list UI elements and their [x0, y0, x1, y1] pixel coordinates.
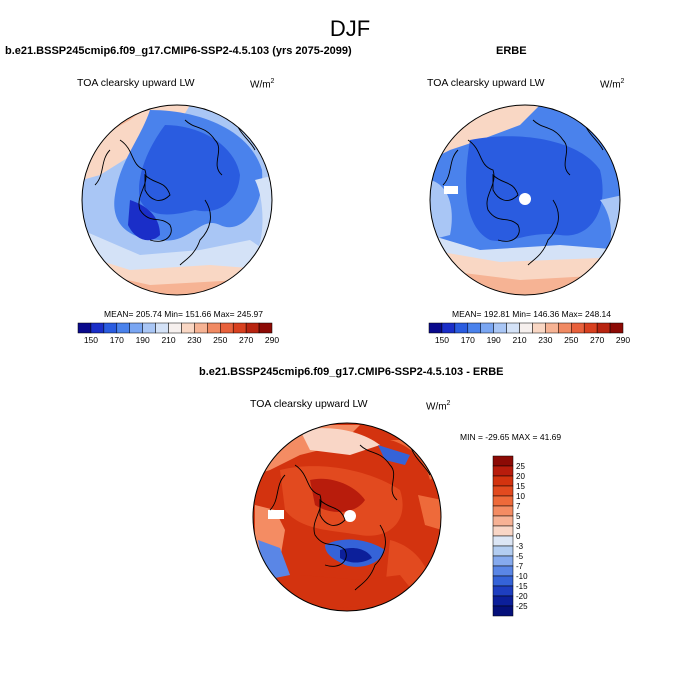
- colorbar-swatch: [428, 322, 443, 334]
- colorbar-tick-label: -5: [516, 552, 524, 561]
- colorbar-swatch: [493, 322, 507, 334]
- obs-stats: MEAN= 192.81 Min= 146.36 Max= 248.14: [452, 309, 612, 319]
- colorbar-swatch: [492, 475, 514, 487]
- colorbar-swatch: [77, 322, 92, 334]
- diff-panel-title: b.e21.BSSP245cmip6.f09_g17.CMIP6-SSP2-4.…: [199, 366, 504, 378]
- colorbar-tick-label: -7: [516, 562, 524, 571]
- colorbar-tick-label: 15: [516, 482, 525, 491]
- colorbar-swatch: [583, 322, 598, 334]
- colorbar-swatch: [596, 322, 611, 334]
- colorbar-swatch: [492, 515, 514, 527]
- colorbar-tick-label: 190: [136, 335, 150, 345]
- colorbar-swatch: [142, 322, 156, 334]
- colorbar-swatch: [129, 322, 143, 334]
- model-stats: MEAN= 205.74 Min= 151.66 Max= 245.97: [104, 309, 264, 319]
- colorbar-swatch: [103, 322, 118, 334]
- colorbar-tick-label: -15: [516, 582, 528, 591]
- colorbar-swatch: [492, 455, 514, 467]
- colorbar-swatch: [492, 585, 514, 597]
- colorbar-swatch: [492, 605, 514, 617]
- colorbar-tick-label: 230: [538, 335, 552, 345]
- model-panel-title: b.e21.BSSP245cmip6.f09_g17.CMIP6-SSP2-4.…: [5, 45, 352, 57]
- colorbar-swatch: [116, 322, 130, 334]
- colorbar-swatch: [258, 322, 273, 334]
- colorbar-tick-label: 170: [110, 335, 124, 345]
- colorbar-swatch: [492, 505, 514, 517]
- colorbar-swatch: [467, 322, 481, 334]
- colorbar-tick-label: -20: [516, 592, 528, 601]
- diff-stats: MIN = -29.65 MAX = 41.69: [460, 432, 562, 442]
- colorbar-swatch: [454, 322, 469, 334]
- diff-units-label: W/m2: [426, 400, 451, 413]
- colorbar-swatch: [155, 322, 169, 334]
- colorbar-tick-label: 250: [564, 335, 578, 345]
- model-variable-label: TOA clearsky upward LW: [77, 77, 195, 89]
- colorbar-swatch: [492, 465, 514, 477]
- colorbar-tick-label: 20: [516, 472, 525, 481]
- colorbar-tick-label: 250: [213, 335, 227, 345]
- colorbar-tick-label: 270: [590, 335, 604, 345]
- obs-panel-title: ERBE: [496, 45, 527, 57]
- colorbar-swatch: [168, 322, 182, 334]
- colorbar-swatch: [492, 485, 514, 497]
- colorbar-tick-label: 5: [516, 512, 521, 521]
- colorbar-tick-label: 290: [265, 335, 279, 345]
- colorbar-tick-label: 10: [516, 492, 525, 501]
- colorbar-tick-label: 7: [516, 502, 521, 511]
- colorbar-tick-label: 3: [516, 522, 521, 531]
- obs-units-label: W/m2: [600, 78, 625, 91]
- colorbar-swatch: [220, 322, 234, 334]
- colorbar-swatch: [609, 322, 624, 334]
- colorbar-swatch: [181, 322, 195, 334]
- colorbar-swatch: [441, 322, 456, 334]
- figure-title: DJF: [329, 16, 371, 41]
- colorbar-swatch: [492, 595, 514, 607]
- colorbar-tick-label: 190: [487, 335, 501, 345]
- colorbar-swatch: [480, 322, 494, 334]
- model-colorbar: 150 170 190 210 230 250 270 290: [77, 322, 279, 345]
- colorbar-tick-label: 150: [435, 335, 449, 345]
- colorbar-tick-label: 230: [187, 335, 201, 345]
- colorbar-swatch: [506, 322, 520, 334]
- colorbar-swatch: [519, 322, 533, 334]
- colorbar-tick-label: 25: [516, 462, 525, 471]
- colorbar-tick-label: 210: [512, 335, 526, 345]
- colorbar-swatch: [571, 322, 585, 334]
- colorbar-tick-label: 150: [84, 335, 98, 345]
- colorbar-swatch: [558, 322, 572, 334]
- colorbar-swatch: [90, 322, 105, 334]
- model-units-label: W/m2: [250, 78, 275, 91]
- colorbar-tick-label: -10: [516, 572, 528, 581]
- diff-variable-label: TOA clearsky upward LW: [250, 398, 368, 410]
- obs-colorbar: 150 170 190 210 230 250 270 290: [428, 322, 630, 345]
- obs-variable-label: TOA clearsky upward LW: [427, 77, 545, 89]
- colorbar-swatch: [232, 322, 247, 334]
- colorbar-swatch: [492, 525, 514, 537]
- colorbar-tick-label: -25: [516, 602, 528, 611]
- colorbar-swatch: [545, 322, 559, 334]
- colorbar-swatch: [492, 535, 514, 547]
- colorbar-tick-label: 210: [161, 335, 175, 345]
- colorbar-swatch: [492, 575, 514, 587]
- colorbar-swatch: [207, 322, 221, 334]
- colorbar-tick-label: 170: [461, 335, 475, 345]
- colorbar-swatch: [492, 555, 514, 567]
- colorbar-tick-label: 270: [239, 335, 253, 345]
- colorbar-swatch: [492, 565, 514, 577]
- colorbar-tick-label: -3: [516, 542, 524, 551]
- colorbar-tick-label: 0: [516, 532, 521, 541]
- colorbar-swatch: [492, 495, 514, 507]
- colorbar-tick-label: 290: [616, 335, 630, 345]
- colorbar-swatch: [532, 322, 546, 334]
- colorbar-swatch: [245, 322, 260, 334]
- colorbar-swatch: [194, 322, 208, 334]
- colorbar-swatch: [492, 545, 514, 557]
